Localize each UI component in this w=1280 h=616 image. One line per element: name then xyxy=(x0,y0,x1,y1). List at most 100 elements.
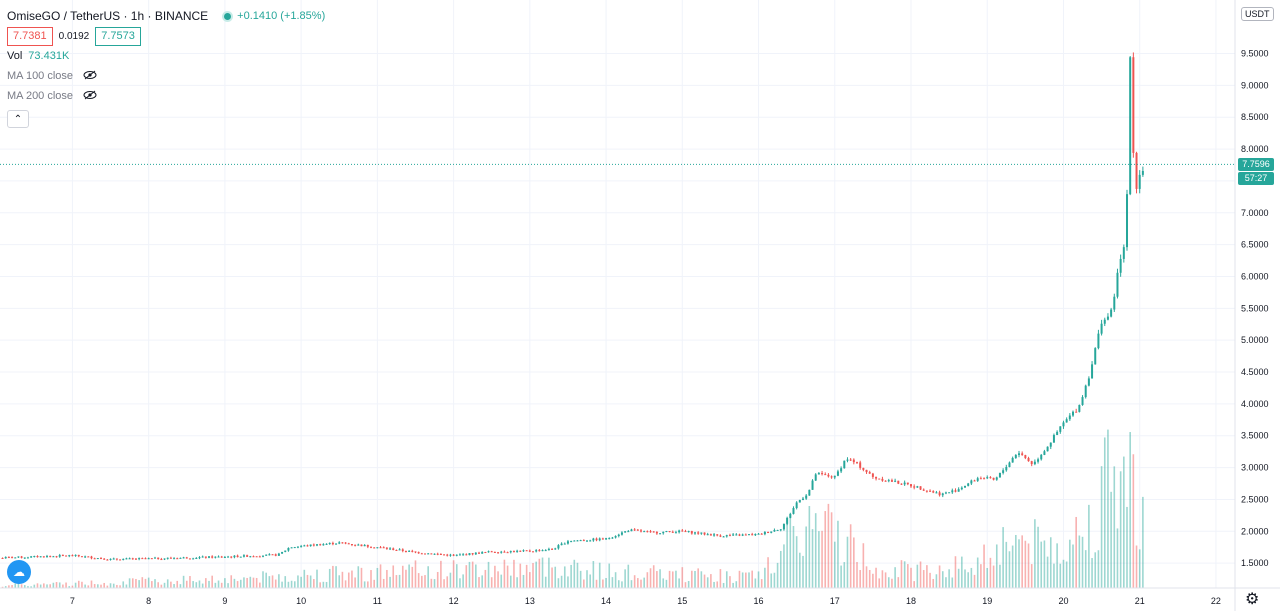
chevron-up-icon[interactable]: ⌃ xyxy=(7,110,29,128)
candle-body xyxy=(608,538,611,540)
volume-bar xyxy=(386,569,388,588)
candle-body xyxy=(80,556,83,558)
candle-body xyxy=(992,477,995,480)
symbol-title[interactable]: OmiseGO / TetherUS · 1h · BINANCE xyxy=(7,9,209,23)
candle-body xyxy=(290,547,293,549)
candle-body xyxy=(846,459,849,461)
tradingview-logo-icon[interactable]: ☁ xyxy=(7,560,31,584)
market-status-icon xyxy=(224,12,232,20)
candle-body xyxy=(938,492,941,496)
ma100-label: MA 100 close xyxy=(7,70,74,82)
candle-body xyxy=(967,483,970,486)
volume-bar xyxy=(192,581,194,588)
candle-body xyxy=(497,552,500,554)
candle-body xyxy=(287,548,290,551)
volume-bar xyxy=(1021,535,1023,588)
eye-off-icon[interactable] xyxy=(83,69,97,83)
time-tick-label: 9 xyxy=(222,596,227,606)
candle-body xyxy=(754,534,757,536)
volume-bar xyxy=(405,569,407,588)
volume-bar xyxy=(808,505,811,588)
candle-body xyxy=(859,462,862,468)
volume-bar xyxy=(754,578,757,588)
candle-body xyxy=(655,531,658,534)
candle-body xyxy=(370,546,373,548)
volume-bar xyxy=(840,565,842,588)
currency-label[interactable]: USDT xyxy=(1241,7,1274,21)
volume-bar xyxy=(201,583,204,588)
volume-bar xyxy=(1008,551,1011,588)
volume-bar xyxy=(81,581,83,588)
ma200-indicator[interactable]: MA 200 close xyxy=(7,86,325,106)
candle-body xyxy=(802,498,805,500)
volume-bar xyxy=(100,584,102,588)
candle-body xyxy=(643,531,646,533)
volume-bar xyxy=(1097,550,1100,588)
candle-body xyxy=(595,538,598,541)
volume-bar xyxy=(475,564,477,588)
candle-body xyxy=(144,558,147,560)
candle-body xyxy=(640,530,643,532)
candle-body xyxy=(277,553,280,556)
candle-body xyxy=(227,556,230,558)
candle-body xyxy=(687,531,690,533)
volume-indicator[interactable]: Vol 73.431K xyxy=(7,46,325,66)
volume-bar xyxy=(487,561,490,588)
buy-price-button[interactable]: 7.7573 xyxy=(95,26,141,46)
candle-body xyxy=(30,556,33,558)
volume-bar xyxy=(821,530,823,588)
candle-body xyxy=(547,548,550,551)
volume-bar xyxy=(560,575,563,588)
candle-body xyxy=(541,550,544,552)
candle-body xyxy=(150,558,153,560)
price-tick-label: 3.0000 xyxy=(1241,463,1269,473)
candle-body xyxy=(487,551,490,553)
candle-body xyxy=(1059,426,1062,432)
price-tick-label: 6.5000 xyxy=(1241,240,1269,250)
candle-body xyxy=(528,550,531,552)
price-tick-label: 8.0000 xyxy=(1241,144,1269,154)
gear-icon[interactable]: ⚙ xyxy=(1245,591,1260,608)
sell-price-button[interactable]: 7.7381 xyxy=(7,26,53,46)
volume-bar xyxy=(1126,506,1128,588)
candle-body xyxy=(262,555,265,557)
volume-bar xyxy=(637,578,639,588)
candle-body xyxy=(998,472,1001,478)
candle-body xyxy=(74,554,77,556)
volume-bar xyxy=(1046,556,1049,588)
candle-body xyxy=(1033,461,1036,465)
volume-bar xyxy=(643,577,645,588)
candle-body xyxy=(1,557,4,559)
candle-body xyxy=(792,508,795,514)
volume-bar xyxy=(1113,466,1116,588)
candle-body xyxy=(147,558,150,560)
volume-bar xyxy=(360,567,363,588)
volume-bar xyxy=(170,581,172,588)
volume-bar xyxy=(309,575,312,588)
volume-bar xyxy=(665,579,668,588)
candle-body xyxy=(617,534,620,537)
candle-body xyxy=(33,556,36,558)
candle-body xyxy=(223,556,226,558)
ma100-indicator[interactable]: MA 100 close xyxy=(7,66,325,86)
candle-body xyxy=(805,495,808,499)
candle-body xyxy=(1116,272,1119,297)
volume-bar xyxy=(675,570,677,588)
volume-bar xyxy=(954,556,957,588)
candle-body xyxy=(579,540,582,542)
candle-body xyxy=(404,550,407,552)
candle-body xyxy=(830,476,833,478)
volume-bar xyxy=(1015,534,1017,588)
time-tick-label: 13 xyxy=(525,596,535,606)
volume-bar xyxy=(941,571,944,588)
volume-bar xyxy=(208,580,210,588)
volume-bar xyxy=(548,557,550,588)
candle-body xyxy=(217,556,220,558)
eye-off-icon[interactable] xyxy=(83,89,97,103)
candle-body xyxy=(954,490,957,492)
volume-bar xyxy=(1053,563,1055,588)
candle-body xyxy=(382,547,385,549)
volume-bar xyxy=(602,579,604,588)
